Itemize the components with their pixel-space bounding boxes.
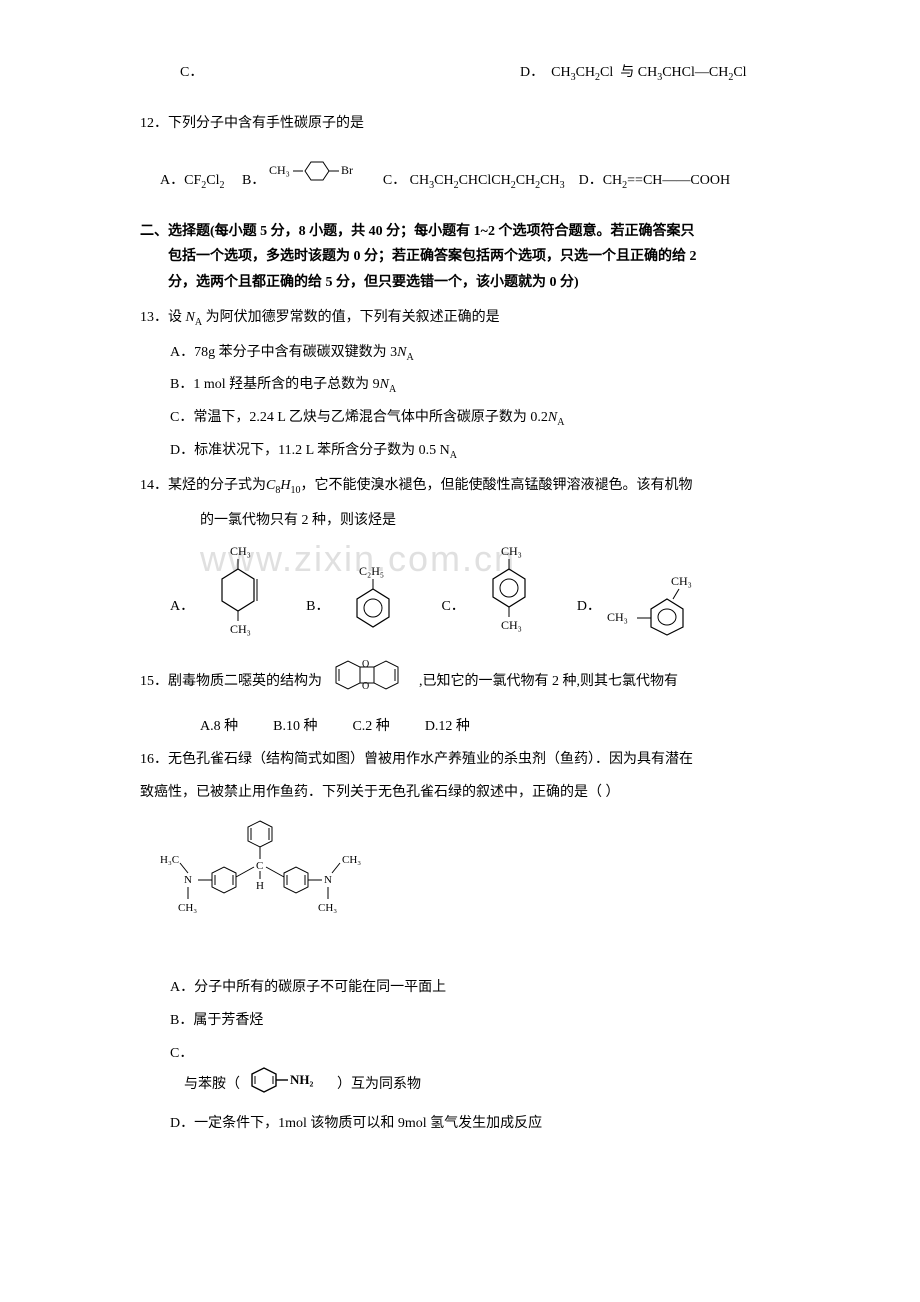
section2-header: 二、选择题(每小题 5 分，8 小题，共 40 分；每小题有 1~2 个选项符合… [140, 219, 810, 295]
q14-stem: 14．某烃的分子式为C8H10，它不能使溴水褪色，但能使酸性高锰酸钾溶液褪色。该… [140, 473, 810, 500]
q15-sb: ,已知它的一氯代物有 2 种,则其七氯代物有 [419, 674, 678, 689]
q14-stem-c: 的一氯代物只有 2 种，则该烃是 [200, 508, 810, 533]
q16-c: C． 与苯胺（ NH₂ ）互为同系物 [170, 1041, 810, 1103]
q14-options: A． CH₃ CH₃ B． C₂H₅ C． CH₃ CH₃ [170, 543, 810, 643]
svg-text:O: O [362, 659, 369, 670]
svg-text:CH₃: CH₃ [230, 544, 251, 558]
q15-b: B.10 种 [273, 719, 317, 734]
q14-opt-a: A． CH₃ CH₃ [170, 543, 270, 643]
q14-opt-d: D． CH₃ CH₃ [577, 573, 707, 643]
q15-structure: O O [326, 657, 416, 706]
svg-text:CH₃: CH₃ [501, 618, 522, 632]
svg-text:N: N [324, 874, 332, 886]
svg-text:CH₃: CH₃ [501, 544, 522, 558]
q16-c-t1: 与苯胺（ [184, 1077, 240, 1092]
q14-sb: ，它不能使溴水褪色，但能使酸性高锰酸钾溶液褪色。该有机物 [300, 478, 692, 493]
q15-a: A.8 种 [200, 719, 238, 734]
svg-text:CH₃: CH₃ [342, 854, 361, 866]
q16-a: A．分子中所有的碳原子不可能在同一平面上 [170, 975, 810, 1000]
q14-sa: 14．某烃的分子式为 [140, 478, 266, 493]
q14-c-label: C． [441, 594, 464, 619]
svg-text:CH₃: CH₃ [178, 902, 197, 914]
q13-stem: 13．设 NA 为阿伏加德罗常数的值，下列有关叙述正确的是 [140, 305, 810, 332]
svg-text:C₂H₅: C₂H₅ [359, 564, 384, 578]
svg-text:CH₃: CH₃ [318, 902, 337, 914]
q16-aniline: NH₂ [244, 1066, 334, 1103]
q15-d: D.12 种 [425, 719, 470, 734]
svg-text:NH₂: NH₂ [290, 1072, 314, 1087]
q15-c: C.2 种 [352, 719, 389, 734]
svg-text:H: H [256, 880, 264, 892]
q11-d-text: CH3CH2Cl 与 CH3CHCl—CH2Cl [548, 65, 747, 80]
svg-text:N: N [184, 874, 192, 886]
q16-b: B．属于芳香烃 [170, 1008, 810, 1033]
q12-a: A．CF2Cl2 [160, 173, 224, 188]
q12-stem: 12．下列分子中含有手性碳原子的是 [140, 111, 810, 136]
q16-d: D．一定条件下，1mol 该物质可以和 9mol 氢气发生加成反应 [170, 1111, 810, 1136]
svg-text:CH₃: CH₃ [671, 574, 692, 588]
q11-d-label: D． [520, 65, 544, 80]
svg-text:C: C [256, 860, 263, 872]
q12-b: B． [242, 173, 265, 188]
q16-structure: C H N H₃C CH₃ N CH₃ CH₃ [160, 815, 810, 964]
q13-stem-b: 为阿伏加德罗常数的值，下列有关叙述正确的是 [202, 310, 500, 325]
q13-d: D．标准状况下，11.2 L 苯所含分子数为 0.5 NA [170, 438, 810, 465]
sec2-l3: 分，选两个且都正确的给 5 分，但只要选错一个，该小题就为 0 分) [168, 270, 810, 295]
svg-text:CH₃: CH₃ [607, 610, 628, 624]
q12-b-structure: CH₃ Br [269, 156, 369, 205]
q13-a: A．78g 苯分子中含有碳碳双键数为 3NA [170, 340, 810, 367]
q13-b: B．1 mol 羟基所含的电子总数为 9NA [170, 372, 810, 399]
q14-opt-c: C． CH₃ CH₃ [441, 543, 540, 643]
q14-opt-b: B． C₂H₅ [306, 563, 405, 643]
svg-text:H₃C: H₃C [160, 854, 179, 866]
q16-l1: 16．无色孔雀石绿（结构简式如图）曾被用作水产养殖业的杀虫剂（鱼药）．因为具有潜… [140, 747, 810, 772]
q16-l2: 致癌性，已被禁止用作鱼药．下列关于无色孔雀石绿的叙述中，正确的是（ ） [140, 780, 810, 805]
q12-c: C． CH3CH2CHClCH2CH2CH3 [383, 173, 565, 188]
q15-sa: 15．剧毒物质二噁英的结构为 [140, 674, 322, 689]
svg-text:O: O [362, 681, 369, 692]
sec2-l1: 二、选择题(每小题 5 分，8 小题，共 40 分；每小题有 1~2 个选项符合… [140, 219, 810, 244]
q13-c: C．常温下，2.24 L 乙炔与乙烯混合气体中所含碳原子数为 0.2NA [170, 405, 810, 432]
q13-stem-a: 13．设 [140, 310, 186, 325]
q14-b-label: B． [306, 594, 329, 619]
q14-d-label: D． [577, 594, 601, 619]
q12-d: D．CH2==CH——COOH [579, 173, 730, 188]
svg-text:CH₃: CH₃ [230, 622, 251, 636]
sec2-l2: 包括一个选项，多选时该题为 0 分；若正确答案包括两个选项，只选一个且正确的给 … [168, 244, 810, 269]
q15-opts: A.8 种 B.10 种 C.2 种 D.12 种 [200, 714, 810, 739]
q16-c-t2: ）互为同系物 [337, 1077, 421, 1092]
svg-text:Br: Br [341, 163, 353, 177]
q11-c-label: C． [180, 65, 203, 80]
q16-c-label: C． [170, 1046, 193, 1061]
q15-stem: 15．剧毒物质二噁英的结构为 O O ,已知它的一氯代物有 2 种,则其七氯代物… [140, 657, 810, 706]
q14-a-label: A． [170, 594, 194, 619]
svg-text:CH₃: CH₃ [269, 163, 290, 177]
